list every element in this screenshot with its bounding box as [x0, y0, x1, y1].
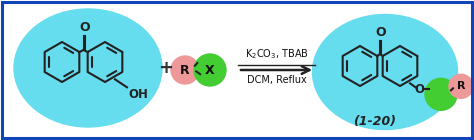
Text: OH: OH	[128, 88, 148, 101]
Ellipse shape	[14, 9, 162, 127]
Text: X: X	[205, 64, 215, 76]
Text: +: +	[158, 59, 173, 77]
Text: O: O	[79, 21, 90, 34]
Circle shape	[171, 56, 199, 84]
Text: R: R	[457, 81, 465, 91]
Text: O: O	[375, 26, 386, 39]
Text: K$_2$CO$_3$, TBAB: K$_2$CO$_3$, TBAB	[245, 47, 309, 61]
Circle shape	[449, 74, 473, 98]
Text: (1-20): (1-20)	[354, 116, 396, 129]
Text: R: R	[180, 64, 190, 76]
Text: DCM, Reflux: DCM, Reflux	[246, 75, 306, 85]
Circle shape	[194, 54, 226, 86]
Text: O: O	[414, 83, 424, 96]
Circle shape	[425, 78, 457, 110]
Ellipse shape	[312, 15, 457, 130]
